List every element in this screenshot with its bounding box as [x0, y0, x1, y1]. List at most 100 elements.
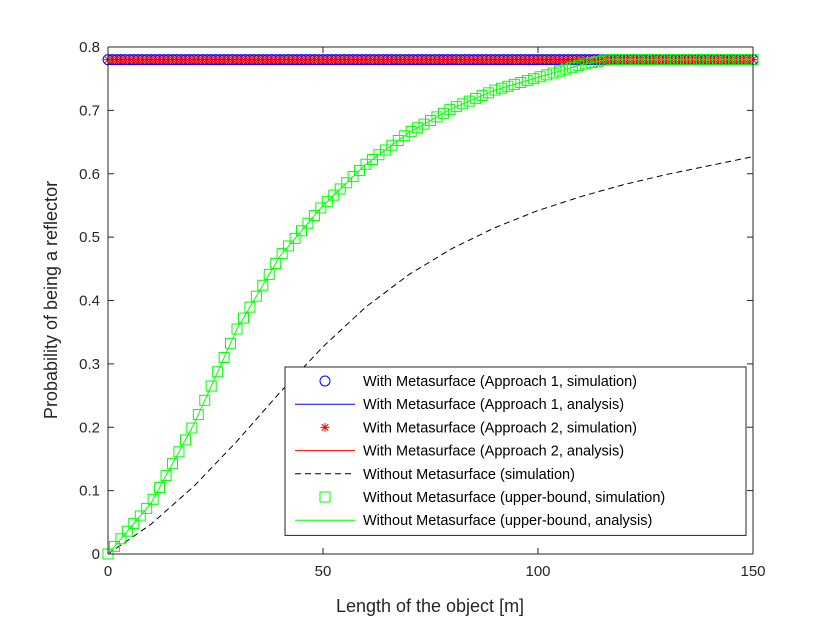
data-point — [425, 115, 436, 127]
data-point — [495, 82, 507, 94]
data-point — [121, 525, 133, 537]
data-point — [115, 533, 127, 545]
data-point — [508, 78, 520, 90]
data-point — [276, 248, 288, 260]
y-tick-label: 0 — [92, 546, 100, 563]
legend-item-1: With Metasurface (Approach 1, simulation… — [319, 374, 637, 390]
series-5 — [107, 156, 754, 555]
data-point — [341, 177, 353, 189]
data-point — [154, 481, 166, 493]
legend-item-2: With Metasurface (Approach 1, analysis) — [295, 397, 624, 413]
data-point — [463, 95, 475, 107]
data-point — [179, 434, 191, 446]
data-point — [347, 171, 359, 183]
data-point — [334, 183, 346, 195]
legend-label: Without Metasurface (upper-bound, simula… — [363, 490, 665, 506]
data-point — [418, 118, 430, 130]
legend-item-3: With Metasurface (Approach 2, simulation… — [320, 420, 637, 436]
legend-box — [284, 366, 747, 536]
data-point — [483, 87, 495, 99]
legend: With Metasurface (Approach 1, simulation… — [284, 366, 747, 536]
data-point — [515, 76, 527, 88]
legend-item-7: Without Metasurface (upper-bound, analys… — [295, 513, 652, 529]
data-point — [225, 337, 237, 349]
data-point — [128, 518, 140, 530]
legend-marker-sample — [320, 422, 330, 432]
x-tick-label: 0 — [104, 563, 112, 580]
data-point — [192, 409, 204, 421]
data-point — [521, 75, 533, 87]
data-point — [450, 101, 462, 113]
data-point — [437, 107, 449, 119]
data-point — [354, 164, 366, 176]
data-point — [160, 470, 172, 482]
data-point — [283, 240, 295, 252]
data-point — [457, 98, 469, 110]
data-point — [108, 540, 120, 552]
y-axis-label: Probability of being a reflector — [41, 181, 61, 419]
data-point — [244, 301, 256, 313]
data-point — [405, 125, 417, 137]
data-point — [289, 232, 301, 244]
data-point — [566, 61, 578, 73]
y-tick-label: 0.3 — [79, 356, 100, 373]
data-point — [231, 323, 243, 335]
data-point — [315, 202, 327, 214]
data-point — [586, 57, 598, 69]
y-tick-label: 0.7 — [79, 102, 100, 119]
legend-label: Without Metasurface (simulation) — [363, 467, 575, 483]
series-line — [107, 156, 754, 555]
legend-item-5: Without Metasurface (simulation) — [295, 467, 575, 483]
y-tick-label: 0.2 — [79, 419, 100, 436]
legend-label: Without Metasurface (upper-bound, analys… — [363, 513, 652, 529]
data-point — [302, 217, 314, 229]
data-point — [186, 422, 198, 434]
data-point — [489, 84, 501, 96]
y-tick-label: 0.5 — [79, 229, 100, 246]
data-point — [199, 394, 211, 406]
data-point — [147, 493, 159, 505]
data-point — [205, 380, 217, 392]
data-point — [212, 366, 224, 378]
y-tick-label: 0.6 — [79, 166, 100, 183]
data-point — [167, 458, 178, 470]
legend-label: With Metasurface (Approach 1, simulation… — [363, 374, 637, 390]
data-point — [308, 210, 320, 222]
data-point — [444, 104, 456, 116]
data-point — [502, 80, 514, 92]
legend-marker-sample — [319, 491, 331, 503]
data-point — [257, 279, 269, 291]
data-point — [218, 352, 230, 364]
x-tick-label: 50 — [315, 563, 332, 580]
data-point — [250, 290, 262, 302]
series-layer — [102, 54, 759, 560]
data-point — [263, 268, 275, 280]
data-point — [470, 92, 482, 104]
series-6 — [102, 54, 759, 560]
data-point — [547, 67, 559, 79]
y-tick-label: 0.4 — [79, 293, 100, 310]
data-point — [579, 58, 591, 70]
data-point — [431, 111, 443, 123]
legend-item-6: Without Metasurface (upper-bound, simula… — [319, 490, 665, 506]
legend-label: With Metasurface (Approach 2, analysis) — [363, 444, 624, 460]
legend-item-4: With Metasurface (Approach 2, analysis) — [295, 444, 624, 460]
x-tick-label: 100 — [525, 563, 550, 580]
legend-label: With Metasurface (Approach 1, analysis) — [363, 397, 624, 413]
data-point — [296, 225, 307, 237]
data-point — [328, 189, 340, 201]
y-tick-label: 0.8 — [79, 39, 100, 56]
data-point — [173, 446, 185, 458]
data-point — [141, 502, 153, 514]
data-point — [134, 510, 146, 522]
y-tick-label: 0.1 — [79, 483, 100, 500]
data-point — [270, 257, 282, 269]
series-7 — [107, 59, 753, 555]
data-point — [237, 312, 249, 324]
legend-label: With Metasurface (Approach 2, simulation… — [363, 420, 637, 436]
data-point — [541, 69, 553, 81]
axes-layer: 0 50 100 150 0 0.1 0.2 0.3 0.4 0.5 0.6 0.7 0.8 — [79, 39, 765, 580]
data-point — [412, 122, 424, 134]
data-point — [592, 55, 604, 67]
